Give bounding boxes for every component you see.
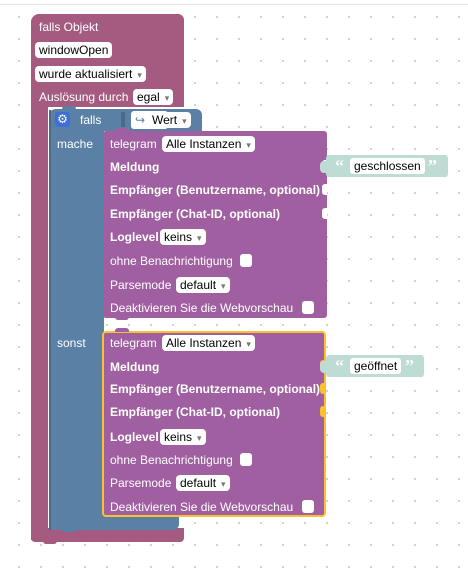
disable-preview-label: Deaktivieren Sie die Webvorschau: [110, 500, 294, 514]
message-text-value[interactable]: geöffnet: [350, 358, 402, 374]
silent-label: ohne Benachrichtigung: [110, 254, 233, 268]
loglevel-label: Loglevel: [110, 430, 159, 444]
telegram-block-1-bottom-tab: [115, 317, 129, 320]
disable-preview-checkbox[interactable]: [302, 301, 314, 314]
event-block-footer: [31, 528, 184, 542]
event-block-side: [31, 100, 48, 540]
disable-preview-label: Deaktivieren Sie die Webvorschau: [110, 301, 294, 315]
message-label: Meldung: [110, 160, 160, 174]
if-block-footer: [49, 516, 179, 530]
value-socket: [121, 112, 125, 127]
value-dropdown[interactable]: Wert: [148, 112, 191, 128]
if-label: falls: [80, 113, 102, 127]
loglevel-dropdown[interactable]: keins: [160, 229, 206, 245]
recipient-chat-socket: [320, 406, 325, 417]
event-title: falls Objekt: [39, 20, 99, 34]
instance-dropdown[interactable]: Alle Instanzen: [162, 136, 255, 152]
telegram-block-1-top-tab: [115, 128, 129, 132]
parsemode-label: Parsemode: [110, 278, 172, 292]
parsemode-label: Parsemode: [110, 476, 172, 490]
recipient-user-label: Empfänger (Benutzername, optional): [110, 183, 321, 197]
telegram-block-2-top-tab: [115, 328, 129, 332]
recipient-user-label: Empfänger (Benutzername, optional): [110, 382, 321, 396]
recipient-user-socket: [320, 383, 325, 394]
telegram-title: telegram: [110, 137, 157, 151]
then-label: mache: [57, 137, 94, 151]
message-text-tab: [320, 161, 328, 173]
recipient-chat-label: Empfänger (Chat-ID, optional): [110, 207, 280, 221]
condition-dropdown[interactable]: wurde aktualisiert: [35, 66, 146, 82]
object-id-field[interactable]: windowOpen: [35, 42, 113, 58]
quote-open-icon: “: [335, 356, 344, 376]
message-text-tab: [320, 361, 328, 373]
trigger-label: Auslösung durch: [39, 90, 129, 104]
silent-label: ohne Benachrichtigung: [110, 453, 233, 467]
if-block-bottom-tab: [62, 529, 76, 532]
silent-checkbox[interactable]: [240, 254, 252, 267]
if-block-shadow-edge: [49, 110, 51, 530]
trigger-dropdown[interactable]: egal: [133, 89, 174, 105]
telegram-title: telegram: [110, 336, 157, 350]
if-block-top-tab: [62, 106, 76, 110]
else-label: sonst: [57, 336, 86, 350]
disable-preview-checkbox[interactable]: [302, 500, 314, 513]
message-text-value[interactable]: geschlossen: [350, 158, 425, 174]
recipient-chat-socket: [322, 208, 327, 219]
parsemode-dropdown[interactable]: default: [176, 277, 230, 293]
quote-open-icon: “: [335, 156, 344, 176]
instance-dropdown[interactable]: Alle Instanzen: [162, 335, 255, 351]
loglevel-label: Loglevel: [110, 230, 159, 244]
loglevel-dropdown[interactable]: keins: [160, 429, 206, 445]
event-block-bottom-tab: [43, 541, 57, 544]
parsemode-dropdown[interactable]: default: [176, 475, 230, 491]
message-label: Meldung: [110, 360, 160, 374]
quote-close-icon: ”: [428, 156, 437, 176]
if-block-side: [49, 128, 104, 530]
quote-close-icon: ”: [405, 356, 414, 376]
recipient-user-socket: [322, 184, 327, 195]
silent-checkbox[interactable]: [240, 453, 252, 466]
recipient-chat-label: Empfänger (Chat-ID, optional): [110, 405, 280, 419]
return-arrow-icon: ↪: [135, 113, 146, 127]
gear-icon[interactable]: ⚙: [55, 112, 70, 127]
workspace-top-border: [0, 4, 468, 5]
